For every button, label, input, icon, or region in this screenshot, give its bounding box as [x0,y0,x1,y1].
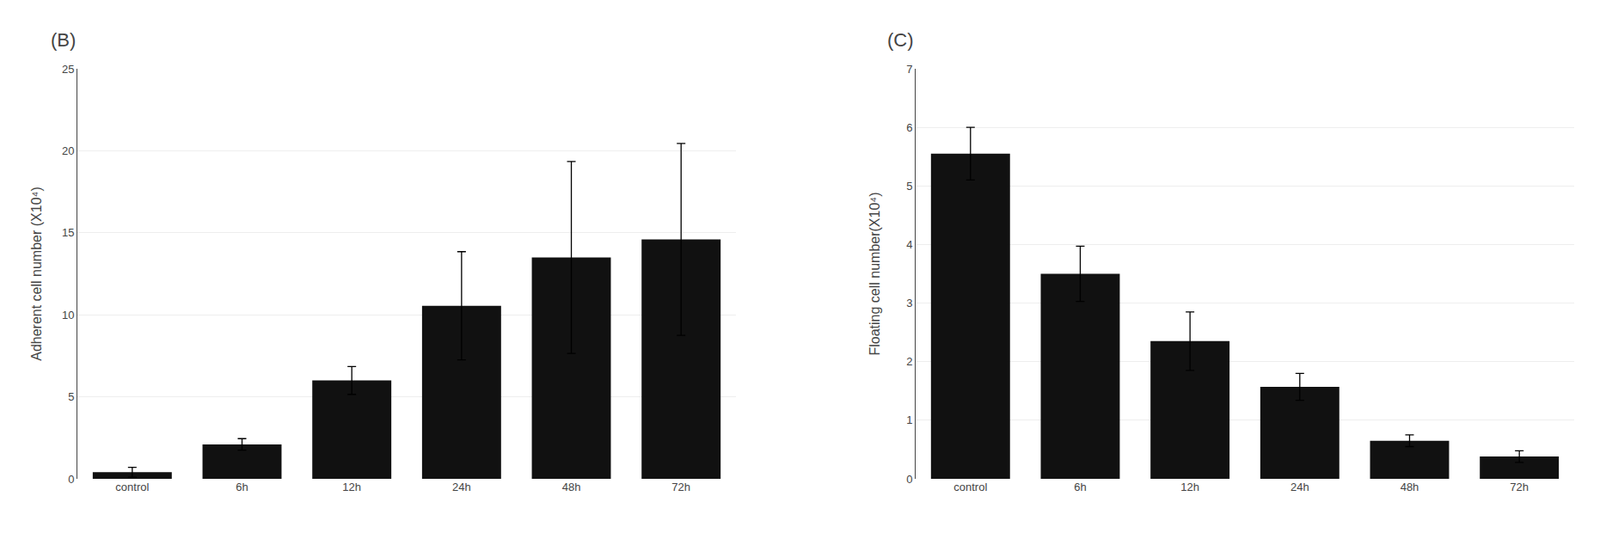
svg-text:7: 7 [906,62,913,76]
svg-text:12h: 12h [342,480,362,494]
svg-text:control: control [953,480,987,494]
svg-text:0: 0 [67,472,74,486]
svg-text:25: 25 [61,62,74,76]
svg-text:72h: 72h [1509,480,1529,494]
svg-text:5: 5 [906,179,913,193]
svg-text:4: 4 [906,238,913,252]
svg-text:0: 0 [906,472,913,486]
svg-text:15: 15 [61,226,74,240]
svg-text:24h: 24h [452,480,472,494]
svg-text:control: control [115,480,149,494]
svg-text:6: 6 [906,121,913,135]
svg-text:48h: 48h [562,480,582,494]
svg-text:(B): (B) [50,29,76,51]
svg-text:2: 2 [906,355,913,368]
svg-text:Floating cell number(X10⁴): Floating cell number(X10⁴) [867,191,883,356]
svg-text:1: 1 [906,413,913,427]
svg-text:20: 20 [61,144,74,158]
svg-text:48h: 48h [1400,480,1420,494]
svg-text:Adherent cell number (X10⁴): Adherent cell number (X10⁴) [29,186,44,362]
svg-text:3: 3 [906,296,913,310]
svg-text:5: 5 [67,390,74,404]
svg-text:6h: 6h [1073,480,1086,494]
svg-text:(C): (C) [887,29,914,51]
svg-text:24h: 24h [1290,480,1310,494]
svg-text:72h: 72h [671,480,691,494]
svg-text:6h: 6h [235,480,248,494]
svg-text:12h: 12h [1180,480,1200,494]
svg-text:10: 10 [61,308,74,322]
